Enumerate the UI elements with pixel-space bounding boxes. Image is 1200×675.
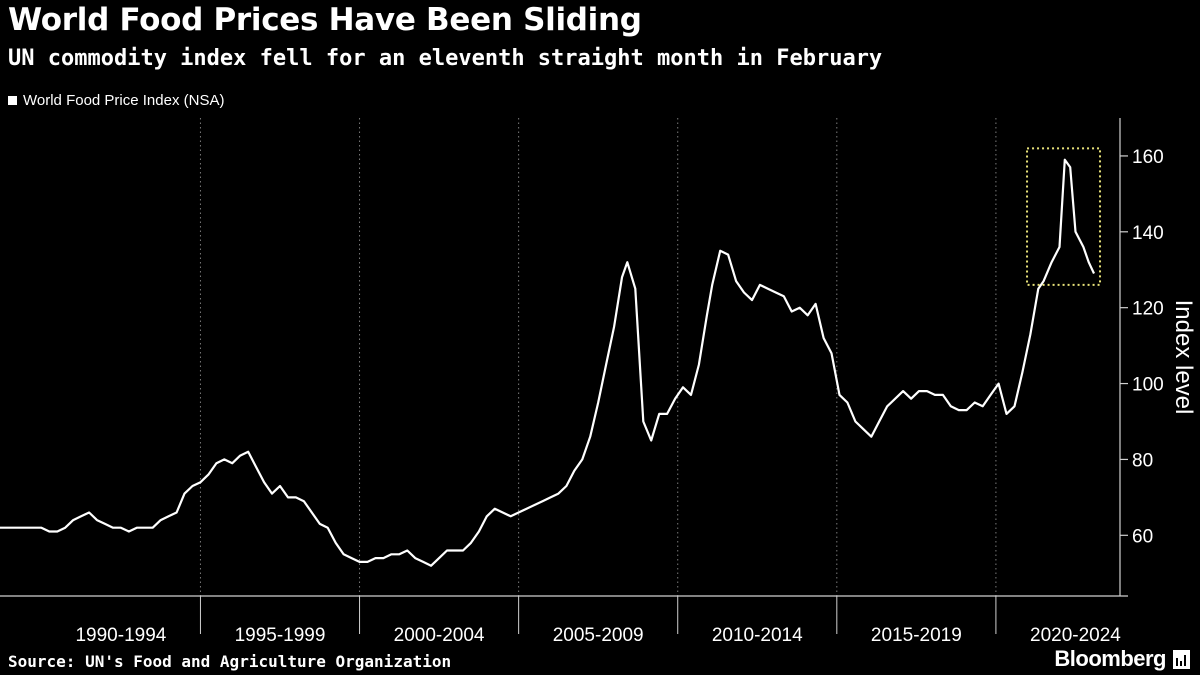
x-tick-label: 2005-2009 <box>553 625 644 646</box>
y-tick-label: 80 <box>1132 450 1153 471</box>
axis-layer <box>0 118 1128 634</box>
legend-swatch <box>8 96 17 105</box>
legend: World Food Price Index (NSA) <box>8 92 224 109</box>
source-note: Source: UN's Food and Agriculture Organi… <box>8 652 452 671</box>
bloomberg-chart-icon <box>1173 650 1190 669</box>
y-axis-title: Index level <box>1170 300 1197 415</box>
x-tick-label: 2020-2024 <box>1030 625 1121 646</box>
line-layer <box>0 147 1102 567</box>
y-tick-label: 100 <box>1132 375 1164 396</box>
y-tick-label: 160 <box>1132 147 1164 168</box>
brand-logo: Bloomberg <box>1054 646 1166 671</box>
grid-layer <box>199 118 997 596</box>
y-tick-label: 140 <box>1132 223 1164 244</box>
x-tick-label: 2010-2014 <box>712 625 803 646</box>
x-tick-label: 1995-1999 <box>235 625 326 646</box>
x-tick-label: 2015-2019 <box>871 625 962 646</box>
y-tick-label: 120 <box>1132 299 1164 320</box>
highlight-box <box>1026 147 1102 286</box>
x-tick-label: 1990-1994 <box>75 625 166 646</box>
chart-title: World Food Prices Have Been Sliding <box>8 2 642 38</box>
series-line-food-price-index <box>0 158 1095 567</box>
label-layer: 1990-1994 1995-1999 2000-2004 2005-2009 2010… <box>75 147 1197 646</box>
x-tick-label: 2000-2004 <box>394 625 485 646</box>
chart-subtitle: UN commodity index fell for an eleventh … <box>8 46 883 71</box>
legend-label: World Food Price Index (NSA) <box>23 92 225 109</box>
y-tick-label: 60 <box>1132 526 1153 547</box>
